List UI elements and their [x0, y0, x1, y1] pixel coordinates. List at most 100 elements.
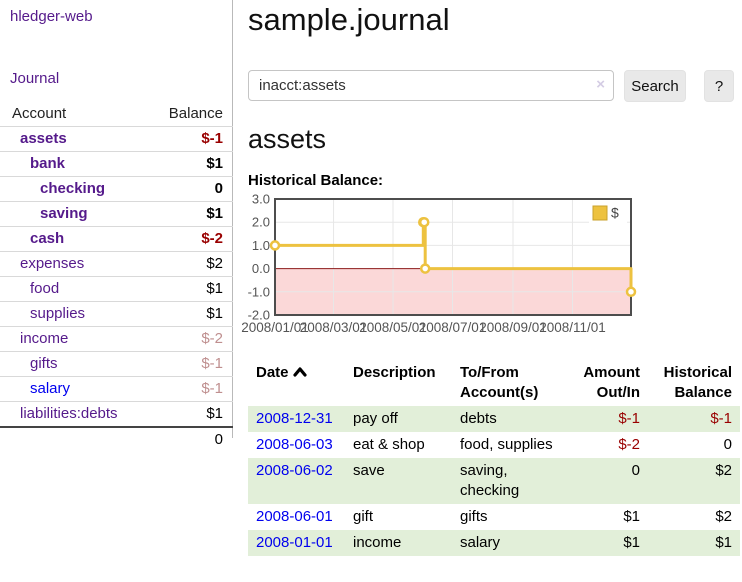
svg-text:-1.0: -1.0	[248, 284, 270, 299]
account-row: gifts $-1	[0, 351, 233, 377]
account-row: expenses $2	[0, 251, 233, 277]
transaction-date-link[interactable]: 2008-06-02	[256, 462, 333, 479]
account-row: salary $-1	[0, 376, 233, 402]
account-balance: $-2	[201, 230, 223, 247]
accounts-header-balance: Balance	[168, 105, 223, 122]
account-link-bank[interactable]: bank	[30, 155, 66, 172]
svg-text:2008/11/01: 2008/11/01	[539, 320, 606, 335]
transaction-accounts: salary	[460, 534, 501, 551]
transaction-balance: $1	[715, 534, 732, 551]
accounts-header-account: Account	[12, 105, 67, 122]
account-balance: $2	[206, 255, 223, 272]
transaction-date-link[interactable]: 2008-12-31	[256, 410, 333, 427]
register-row: 2008-01-01 income salary $1 $1	[248, 530, 740, 556]
svg-text:2008/09/01: 2008/09/01	[479, 320, 547, 335]
svg-text:1.0: 1.0	[252, 238, 270, 253]
account-link-liabilities-debts[interactable]: liabilities:debts	[20, 405, 118, 422]
transaction-date-link[interactable]: 2008-01-01	[256, 534, 333, 551]
account-balance: $1	[206, 155, 223, 172]
nav-journal-link[interactable]: Journal	[10, 70, 60, 87]
account-row: bank $1	[0, 151, 233, 177]
app-brand-link[interactable]: hledger-web	[10, 8, 93, 25]
account-balance: $1	[206, 205, 223, 222]
svg-text:2008/07/01: 2008/07/01	[419, 320, 487, 335]
account-row: assets $-1	[0, 127, 233, 152]
historical-balance-chart: $ -2.0 -1.0 0.0 1.0 2.0 3.0 2008/01/01 2008/03/0…	[241, 192, 640, 338]
transaction-amount: $1	[623, 508, 640, 525]
account-balance: $-1	[201, 130, 223, 147]
search-input[interactable]	[248, 70, 614, 101]
transaction-description: save	[353, 462, 385, 479]
transaction-amount: 0	[631, 462, 640, 479]
account-balance: $1	[206, 405, 223, 422]
account-row: saving $1	[0, 201, 233, 227]
transaction-balance: $2	[715, 462, 732, 479]
main-content: sample.journal × Search ? assets Histori…	[241, 0, 740, 556]
transaction-balance: $2	[715, 508, 732, 525]
account-balance: $1	[206, 305, 223, 322]
register-row: 2008-06-01 gift gifts $1 $2	[248, 504, 740, 530]
svg-text:-2.0: -2.0	[248, 308, 270, 323]
search-form: × Search ?	[248, 70, 740, 102]
search-button[interactable]: Search	[624, 70, 686, 102]
transaction-balance: $-1	[710, 410, 732, 427]
svg-text:0.0: 0.0	[252, 261, 270, 276]
transaction-amount: $-2	[618, 436, 640, 453]
transaction-description: income	[353, 534, 402, 551]
account-row: cash $-2	[0, 226, 233, 252]
search-input-wrap: ×	[248, 70, 614, 101]
transaction-amount: $1	[623, 534, 640, 551]
sidebar: hledger-web Journal Account Balance asse…	[0, 0, 233, 448]
account-link-gifts[interactable]: gifts	[30, 355, 58, 372]
account-balance: $-2	[201, 330, 223, 347]
account-row: food $1	[0, 276, 233, 302]
account-link-salary[interactable]: salary	[30, 380, 71, 397]
account-balance: $1	[206, 280, 223, 297]
account-link-food[interactable]: food	[30, 280, 60, 297]
account-balance: $-1	[201, 380, 223, 397]
svg-text:2008/03/01: 2008/03/01	[300, 320, 368, 335]
account-link-cash[interactable]: cash	[30, 230, 65, 247]
account-link-saving[interactable]: saving	[40, 205, 88, 222]
help-button[interactable]: ?	[704, 70, 734, 102]
account-link-assets[interactable]: assets	[20, 130, 67, 147]
account-balance: 0	[214, 180, 223, 197]
account-row: liabilities:debts $1	[0, 401, 233, 427]
transaction-description: eat & shop	[353, 436, 425, 453]
account-link-income[interactable]: income	[20, 330, 69, 347]
clear-search-icon[interactable]: ×	[596, 76, 605, 93]
accounts-header-row: Account Balance	[0, 102, 233, 127]
svg-text:2008/05/01: 2008/05/01	[359, 320, 427, 335]
register-row: 2008-06-02 save saving, checking 0 $2	[248, 458, 740, 504]
account-row: checking 0	[0, 176, 233, 202]
svg-text:$: $	[611, 205, 619, 221]
transaction-accounts: food, supplies	[460, 436, 553, 453]
transaction-description: pay off	[353, 410, 398, 427]
account-link-checking[interactable]: checking	[40, 180, 106, 197]
register-table: Date Description To/From Account(s) Amount …	[248, 360, 740, 556]
register-header-description: Description	[353, 364, 436, 381]
register-header-row: Date Description To/From Account(s) Amount …	[248, 360, 740, 406]
account-row: supplies $1	[0, 301, 233, 327]
transaction-accounts: saving, checking	[460, 462, 520, 499]
accounts-total-row: 0	[0, 427, 233, 452]
svg-text:3.0: 3.0	[252, 192, 270, 207]
transaction-date-link[interactable]: 2008-06-03	[256, 436, 333, 453]
chart-section-label: Historical Balance:	[248, 172, 384, 189]
transaction-date-link[interactable]: 2008-06-01	[256, 508, 333, 525]
register-header-historical-balance: Historical Balance	[663, 364, 732, 401]
register-row: 2008-06-03 eat & shop food, supplies $-2 0	[248, 432, 740, 458]
account-row: income $-2	[0, 326, 233, 352]
transaction-accounts: gifts	[460, 508, 488, 525]
register-header-amount-out-in: Amount Out/In	[583, 364, 640, 401]
register-header-to-from-account-s-: To/From Account(s)	[460, 364, 539, 401]
accounts-total-balance: 0	[214, 431, 223, 448]
account-link-supplies[interactable]: supplies	[30, 305, 86, 322]
register-header-date[interactable]: Date	[248, 360, 345, 406]
transaction-description: gift	[353, 508, 374, 525]
svg-text:2.0: 2.0	[252, 215, 270, 230]
svg-text:2008/01/01: 2008/01/01	[241, 320, 309, 335]
account-link-expenses[interactable]: expenses	[20, 255, 85, 272]
transaction-balance: 0	[723, 436, 732, 453]
chart-canvas: $ -2.0 -1.0 0.0 1.0 2.0 3.0 2008/01/012008/03/0…	[241, 192, 637, 335]
